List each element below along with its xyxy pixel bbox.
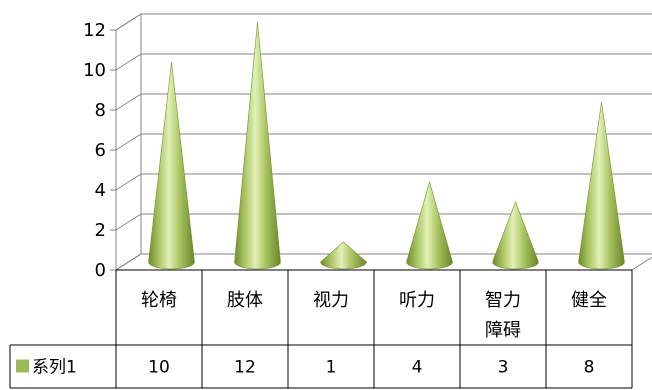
legend-label: 系列1 [32,358,77,378]
gridline [115,93,652,111]
y-tick-label: 2 [95,220,106,241]
gridline [115,213,652,231]
cone-body [406,180,453,270]
gridline [115,133,652,151]
x-category-label: 肢体 [227,290,263,311]
y-tick-label: 4 [95,180,106,201]
gridlines [115,13,652,271]
cone-body [320,241,367,270]
cone-bar [578,101,625,270]
gridline [115,253,652,271]
table-value: 10 [148,358,170,378]
y-tick-label: 6 [95,140,106,161]
x-category-label: 健全 [571,290,607,311]
table-value: 12 [234,358,256,378]
cone-body [578,101,625,270]
data-table: 系列1 轮椅 10 肢体 12 视力 1 听力 4 智力障碍 3 健全 8 [9,269,633,389]
cone-body [234,21,281,270]
chart-walls [114,13,652,271]
table-value: 3 [498,358,509,378]
y-axis: 0 2 4 6 8 10 12 [83,20,116,281]
cone-bar [492,201,539,270]
cone-bar [148,61,195,270]
gridline [115,53,652,71]
table-value: 8 [584,358,595,378]
x-category-label: 视力 [313,290,349,311]
x-category-label: 轮椅 [141,290,177,311]
cone-bar [406,180,453,270]
y-tick-label: 10 [83,60,106,81]
y-tick-label: 12 [83,20,106,41]
cone-bar [234,21,281,270]
gridline [115,173,652,191]
cone-series [148,21,625,270]
x-category-label: 听力 [399,290,435,311]
table-value: 1 [326,358,337,378]
cone-bar [320,241,367,270]
y-tick-label: 0 [95,260,106,281]
legend-swatch [16,359,29,373]
gridline [115,13,652,31]
table-value: 4 [412,358,423,378]
cone-body [492,201,539,270]
x-category-label: 智力障碍 [485,290,521,341]
y-tick-label: 8 [95,100,106,121]
floor [114,253,652,271]
cone-body [148,61,195,270]
